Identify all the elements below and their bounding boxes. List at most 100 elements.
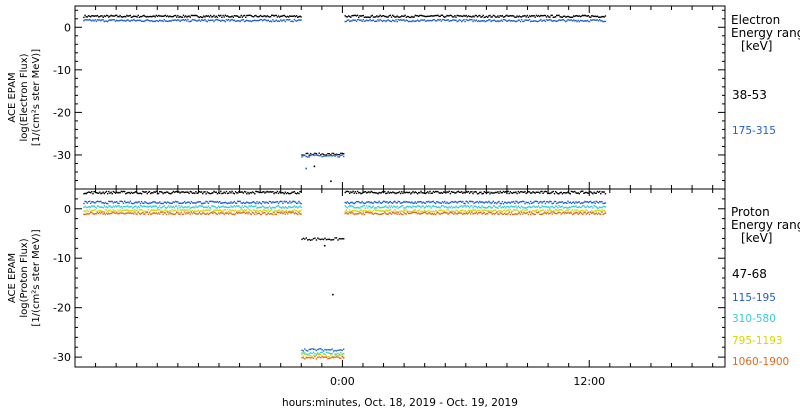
data-point — [393, 210, 395, 212]
data-point — [116, 191, 118, 193]
data-point — [353, 14, 355, 17]
data-point — [449, 192, 452, 195]
data-point — [599, 209, 601, 212]
data-point — [543, 191, 545, 193]
data-point — [211, 192, 213, 194]
data-point — [556, 209, 558, 211]
data-point — [220, 14, 222, 17]
data-point — [582, 14, 584, 16]
data-point — [204, 191, 206, 193]
data-point — [481, 20, 483, 22]
data-point — [453, 213, 455, 215]
data-point — [128, 20, 130, 22]
data-point — [413, 192, 415, 194]
data-point — [573, 211, 575, 213]
data-point — [168, 211, 170, 213]
data-point — [334, 353, 336, 355]
data-point — [337, 352, 339, 354]
data-point — [325, 355, 328, 357]
data-point — [513, 213, 515, 216]
data-point — [473, 212, 475, 215]
data-point — [592, 211, 594, 214]
data-point — [463, 191, 465, 193]
data-point — [257, 206, 259, 209]
data-point — [155, 209, 157, 212]
data-point — [545, 213, 548, 215]
data-point — [121, 207, 124, 209]
data-point — [278, 209, 281, 211]
data-point — [489, 14, 491, 17]
data-point — [222, 202, 224, 204]
data-point — [574, 209, 576, 211]
data-point — [480, 211, 482, 214]
data-point — [569, 212, 571, 214]
data-point — [501, 213, 504, 215]
data-point — [239, 191, 241, 193]
data-point — [321, 238, 323, 240]
data-point — [362, 191, 364, 194]
data-point — [591, 202, 593, 204]
data-point — [173, 201, 176, 204]
data-point — [258, 19, 260, 21]
data-point — [280, 15, 282, 17]
data-point — [85, 193, 87, 195]
data-point — [509, 205, 511, 208]
data-point — [197, 16, 199, 18]
data-point — [551, 202, 553, 205]
data-point — [246, 14, 248, 17]
data-point — [219, 213, 221, 215]
data-point — [492, 212, 495, 215]
data-point — [600, 206, 602, 209]
data-point — [586, 201, 588, 203]
data-point — [142, 190, 144, 193]
data-point — [387, 191, 389, 193]
data-point — [83, 16, 85, 19]
data-point — [354, 19, 356, 21]
legend-item-115-195: 115-195 — [732, 292, 776, 304]
data-point — [549, 16, 551, 18]
data-point — [219, 209, 221, 211]
data-point — [461, 15, 463, 17]
data-point — [133, 15, 135, 17]
data-point — [550, 206, 552, 208]
data-point — [85, 16, 87, 18]
data-point — [517, 19, 519, 21]
data-point — [361, 200, 363, 203]
data-point — [301, 357, 303, 359]
data-point — [528, 15, 531, 17]
data-point — [602, 210, 604, 212]
data-point — [330, 352, 332, 355]
data-point — [111, 193, 113, 195]
data-point — [193, 19, 195, 21]
data-point — [96, 210, 99, 213]
data-point — [183, 19, 186, 22]
data-point — [506, 20, 508, 22]
data-point — [353, 210, 355, 212]
data-point — [468, 192, 471, 194]
data-point — [438, 201, 440, 204]
data-point — [153, 15, 155, 17]
data-point — [193, 192, 195, 194]
data-point — [454, 15, 456, 17]
data-point — [375, 20, 377, 22]
data-point — [150, 210, 152, 212]
data-point — [95, 207, 98, 209]
data-point — [200, 19, 203, 21]
data-point — [520, 211, 523, 214]
data-point — [97, 200, 100, 203]
data-point — [535, 191, 538, 193]
data-point — [111, 206, 113, 209]
data-point — [225, 190, 228, 193]
data-point — [402, 19, 404, 21]
data-point — [584, 206, 586, 208]
data-point — [185, 209, 187, 211]
data-point — [142, 206, 144, 208]
data-point — [489, 201, 491, 204]
data-point — [193, 211, 195, 213]
data-point — [343, 153, 345, 155]
data-point — [428, 20, 430, 22]
data-point — [353, 19, 355, 21]
data-point — [590, 206, 592, 208]
data-point — [588, 213, 591, 216]
data-point — [177, 207, 179, 209]
